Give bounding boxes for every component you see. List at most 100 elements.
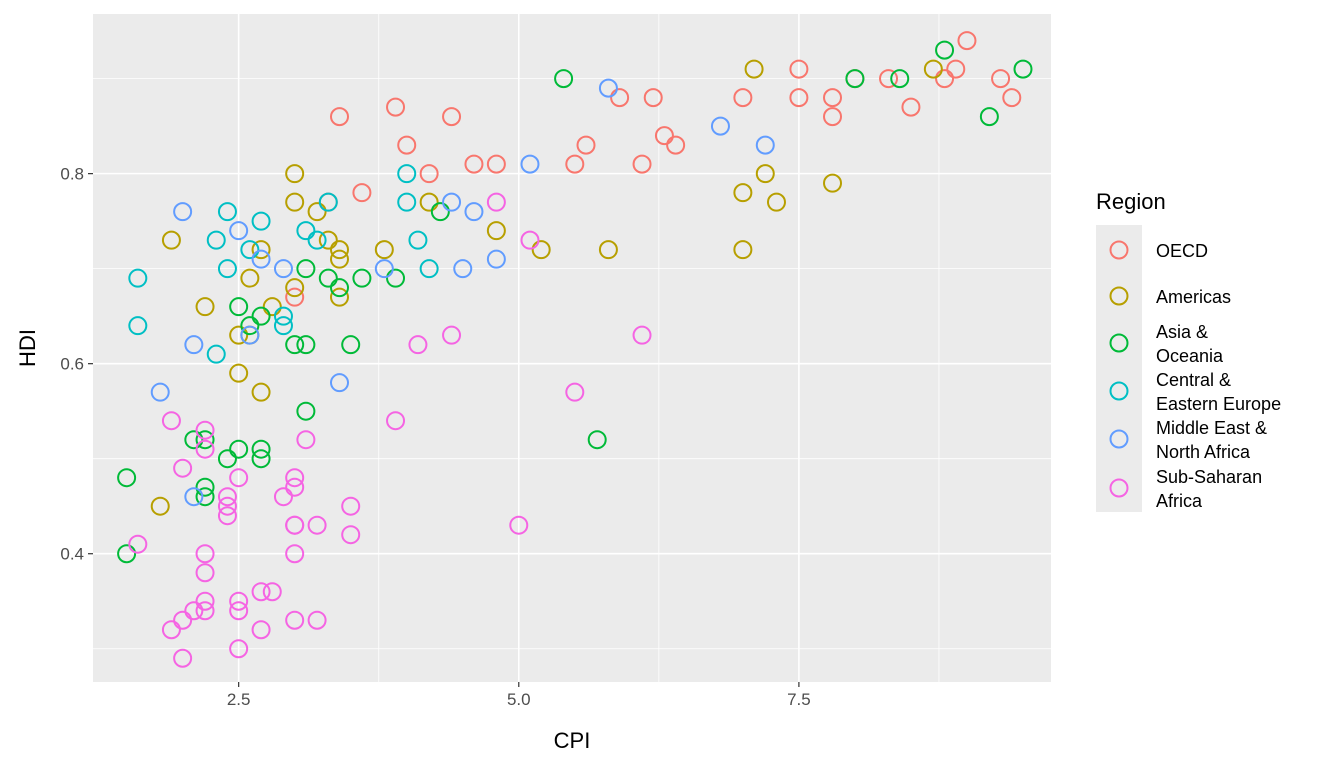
data-point-oecd	[386, 97, 406, 117]
data-point-americas	[330, 240, 350, 260]
data-point-oecd	[991, 69, 1011, 89]
data-point-central-eastern-europe	[217, 259, 237, 279]
data-point-americas	[240, 268, 260, 288]
data-point-oecd	[946, 59, 966, 79]
data-point-central-eastern-europe	[296, 221, 316, 241]
data-point-sub-saharan-africa	[341, 525, 361, 545]
legend-key-americas	[1109, 286, 1129, 306]
data-point-sub-saharan-africa	[341, 496, 361, 516]
data-point-sub-saharan-africa	[632, 325, 652, 345]
data-point-sub-saharan-africa	[565, 382, 585, 402]
y-tick-label: 0.4	[60, 545, 84, 564]
data-point-middle-east-north-africa	[598, 78, 618, 98]
data-point-asia-oceania	[890, 69, 910, 89]
data-point-central-eastern-europe	[273, 316, 293, 336]
data-point-sub-saharan-africa	[229, 468, 249, 488]
data-point-oecd	[879, 69, 899, 89]
data-point-central-eastern-europe	[419, 259, 439, 279]
data-point-americas	[318, 230, 338, 250]
data-point-middle-east-north-africa	[229, 221, 249, 241]
data-point-middle-east-north-africa	[374, 259, 394, 279]
data-point-central-eastern-europe	[273, 306, 293, 326]
data-point-asia-oceania	[935, 40, 955, 60]
data-point-americas	[744, 59, 764, 79]
data-point-oecd	[352, 183, 372, 203]
data-point-central-eastern-europe	[251, 211, 271, 231]
data-point-asia-oceania	[240, 316, 260, 336]
data-point-central-eastern-europe	[206, 344, 226, 364]
legend-keys-background	[1096, 225, 1142, 512]
data-point-sub-saharan-africa	[229, 601, 249, 621]
legend-key-oecd	[1109, 240, 1129, 260]
x-tick-label: 7.5	[787, 690, 811, 709]
data-point-americas	[419, 192, 439, 212]
data-point-asia-oceania	[296, 335, 316, 355]
data-point-oecd	[576, 135, 596, 155]
data-point-oecd	[397, 135, 417, 155]
data-point-asia-oceania	[195, 487, 215, 507]
data-point-sub-saharan-africa	[251, 582, 271, 602]
data-point-middle-east-north-africa	[710, 116, 730, 136]
data-point-central-eastern-europe	[397, 164, 417, 184]
data-point-sub-saharan-africa	[408, 335, 428, 355]
data-point-oecd	[610, 88, 630, 108]
data-point-sub-saharan-africa	[285, 544, 305, 564]
data-point-middle-east-north-africa	[755, 135, 775, 155]
data-point-middle-east-north-africa	[453, 259, 473, 279]
data-point-asia-oceania	[386, 268, 406, 288]
data-point-central-eastern-europe	[318, 192, 338, 212]
data-point-oecd	[823, 107, 843, 127]
data-point-middle-east-north-africa	[520, 154, 540, 174]
data-point-central-eastern-europe	[397, 192, 417, 212]
data-point-middle-east-north-africa	[240, 325, 260, 345]
data-point-asia-oceania	[195, 477, 215, 497]
data-point-americas	[307, 202, 327, 222]
data-point-asia-oceania	[587, 430, 607, 450]
data-point-sub-saharan-africa	[285, 477, 305, 497]
data-point-americas	[531, 240, 551, 260]
data-point-oecd	[486, 154, 506, 174]
data-point-asia-oceania	[251, 449, 271, 469]
x-axis-title: CPI	[554, 728, 591, 753]
data-point-oecd	[643, 88, 663, 108]
legend-key-middle-east-north-africa	[1109, 429, 1129, 449]
legend-title: Region	[1096, 189, 1166, 214]
data-point-americas	[823, 173, 843, 193]
data-point-asia-oceania	[285, 335, 305, 355]
data-point-oecd	[733, 88, 753, 108]
legend-key-asia-oceania	[1109, 333, 1129, 353]
data-point-middle-east-north-africa	[464, 202, 484, 222]
data-point-americas	[766, 192, 786, 212]
data-point-americas	[285, 278, 305, 298]
data-point-sub-saharan-africa	[195, 601, 215, 621]
data-point-middle-east-north-africa	[173, 202, 193, 222]
data-point-sub-saharan-africa	[217, 496, 237, 516]
data-point-americas	[229, 325, 249, 345]
data-point-sub-saharan-africa	[217, 506, 237, 526]
data-point-sub-saharan-africa	[195, 563, 215, 583]
legend-label-asia-oceania: Asia & Oceania	[1156, 322, 1224, 366]
legend-label-central-eastern-europe: Central & Eastern Europe	[1156, 370, 1281, 414]
data-point-americas	[285, 164, 305, 184]
data-point-sub-saharan-africa	[273, 487, 293, 507]
data-point-oecd	[1002, 88, 1022, 108]
data-point-oecd	[632, 154, 652, 174]
data-point-oecd	[901, 97, 921, 117]
data-point-sub-saharan-africa	[285, 610, 305, 630]
data-point-americas	[733, 183, 753, 203]
data-point-sub-saharan-africa	[173, 458, 193, 478]
data-point-americas	[251, 382, 271, 402]
legend-label-sub-saharan-africa: Sub-Saharan Africa	[1156, 467, 1262, 511]
data-point-sub-saharan-africa	[262, 582, 282, 602]
data-point-asia-oceania	[251, 439, 271, 459]
data-point-americas	[229, 363, 249, 383]
data-point-sub-saharan-africa	[251, 620, 271, 640]
data-point-sub-saharan-africa	[486, 192, 506, 212]
data-point-oecd	[442, 107, 462, 127]
data-point-asia-oceania	[845, 69, 865, 89]
data-point-asia-oceania	[430, 202, 450, 222]
data-point-sub-saharan-africa	[195, 544, 215, 564]
x-axis: 2.5 5.0 7.5	[227, 682, 811, 709]
data-point-sub-saharan-africa	[386, 411, 406, 431]
